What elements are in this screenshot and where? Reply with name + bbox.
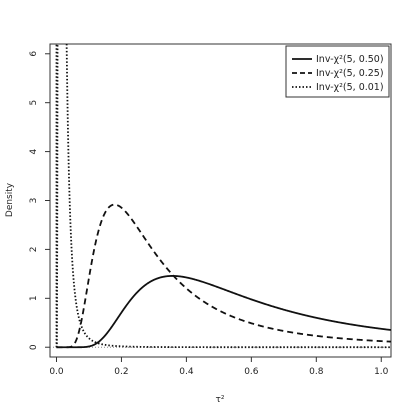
x-tick-label: 0.8 xyxy=(309,367,324,377)
legend-label-series-2: Inv-χ²(5, 0.25) xyxy=(316,68,384,79)
y-tick-label: 0 xyxy=(29,344,39,350)
x-tick-label: 0.6 xyxy=(244,367,259,377)
y-tick-label: 1 xyxy=(29,295,39,301)
y-tick-label: 6 xyxy=(29,51,39,57)
x-axis-label: τ² xyxy=(215,395,224,405)
x-axis: 0.0 0.2 0.4 0.6 0.8 1.0 xyxy=(49,357,389,377)
x-tick-label: 0.4 xyxy=(179,367,194,377)
series-line-3 xyxy=(55,44,391,349)
y-axis-label: Density xyxy=(5,182,15,217)
y-tick-label: 2 xyxy=(29,247,39,253)
series-line-1 xyxy=(56,275,391,349)
curves-group xyxy=(50,44,391,349)
y-tick-label: 5 xyxy=(29,100,39,106)
legend: Inv-χ²(5, 0.50) Inv-χ²(5, 0.25) Inv-χ²(5… xyxy=(285,45,390,98)
legend-label-series-1: Inv-χ²(5, 0.50) xyxy=(316,54,384,65)
y-tick-label: 3 xyxy=(29,198,39,204)
series-line-2 xyxy=(56,203,391,349)
legend-label-series-3: Inv-χ²(5, 0.01) xyxy=(316,82,384,93)
legend-box xyxy=(285,45,390,98)
x-tick-label: 0.0 xyxy=(49,367,64,377)
y-tick-label: 4 xyxy=(29,148,39,154)
x-tick-label: 0.2 xyxy=(114,367,128,377)
y-axis: 0 1 2 3 4 5 6 xyxy=(29,51,50,350)
x-tick-label: 1.0 xyxy=(374,367,389,377)
